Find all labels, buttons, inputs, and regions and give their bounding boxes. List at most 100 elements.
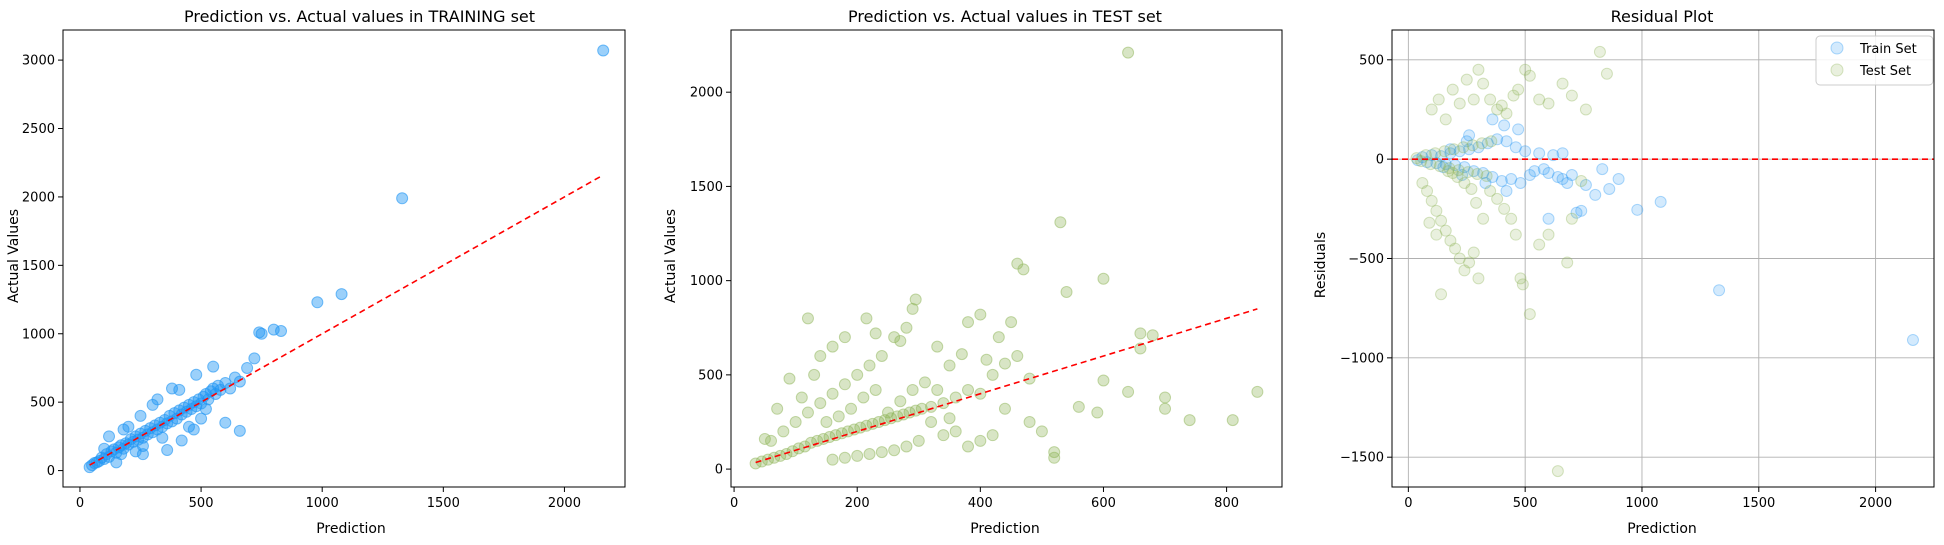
data-point [1410,152,1423,165]
data-point [136,439,149,452]
data-point [1542,167,1555,180]
data-point [962,316,975,329]
data-point [974,308,987,321]
data-point [801,312,814,325]
data-point [1005,316,1018,329]
y-tick-label: 1000 [22,327,55,342]
data-point [1596,163,1609,176]
data-point [396,192,409,205]
y-tick-label: 500 [30,396,55,411]
chart-test-panel: Prediction vs. Actual values in TEST set… [663,7,1283,537]
y-axis-label: Actual Values [6,209,22,303]
data-point [832,410,845,423]
data-point [1430,228,1443,241]
data-point [900,440,913,453]
data-point [851,368,864,381]
data-point [1556,77,1569,90]
data-point [1435,288,1448,301]
data-point [122,420,135,433]
chart-training-panel: Prediction vs. Actual values in TRAINING… [6,7,626,537]
data-point [1593,45,1606,58]
data-point [931,340,944,353]
data-point [1495,99,1508,112]
x-axis-label: Prediction [970,521,1040,537]
x-tick-label: 400 [968,496,993,511]
data-point [1035,425,1048,438]
data-point [1512,123,1525,136]
data-point [906,383,919,396]
data-point [1423,216,1436,229]
data-point [134,409,147,422]
data-point [1542,212,1555,225]
data-point [869,383,882,396]
legend-label-test: Test Set [1859,64,1911,79]
x-tick-label: 600 [1091,496,1116,511]
data-point [1603,182,1616,195]
data-point [962,440,975,453]
data-point [1547,149,1560,162]
data-point [1097,272,1110,285]
data-point [182,420,195,433]
data-point [801,406,814,419]
data-point [207,360,220,373]
data-point [900,321,913,334]
data-point [1498,202,1511,215]
x-tick-label: 2000 [1859,496,1892,511]
y-axis-label: Residuals [1313,232,1329,298]
x-tick-label: 0 [730,496,738,511]
data-point [1467,165,1480,178]
data-point [1477,167,1490,180]
data-point [1467,93,1480,106]
y-tick-label: 3000 [22,54,55,69]
data-point [166,382,179,395]
data-point [1523,69,1536,82]
data-point [814,350,827,363]
x-axis-label: Prediction [1627,521,1697,537]
data-point [863,359,876,372]
data-point [1419,149,1432,162]
y-tick-label: −1000 [1340,351,1384,366]
data-point [888,331,901,344]
data-point [1491,133,1504,146]
data-point [1060,285,1073,298]
data-point [115,448,128,461]
data-point [1011,350,1024,363]
residual-plot-area: 0 500 1000 1500 2000 −1500 −1000 −500 0 500 [1340,29,1935,511]
data-point [1453,97,1466,110]
data-point [275,325,288,338]
data-point [1565,212,1578,225]
data-point [1486,113,1499,126]
data-point [851,449,864,462]
data-point [1631,203,1644,216]
data-point [925,415,938,428]
data-point [943,359,956,372]
data-point [1533,93,1546,106]
data-point [1430,157,1443,170]
y-tick-label: 1000 [690,274,723,289]
y-tick-label: 500 [698,368,723,383]
data-point [1466,139,1479,152]
y-tick-label: −500 [1348,252,1384,267]
data-point [1565,89,1578,102]
legend-marker-train [1830,41,1844,55]
data-point [1480,170,1493,183]
y-tick-label: 2000 [690,86,723,101]
data-point [1461,166,1474,179]
y-tick-label: −1500 [1340,451,1384,466]
data-point [1433,160,1446,173]
data-point [863,448,876,461]
data-point [1556,147,1569,160]
y-tick-label: 2000 [22,190,55,205]
data-point [826,340,839,353]
data-point [1519,63,1532,76]
data-point [1505,173,1518,186]
data-point [925,400,938,413]
data-point [1443,162,1456,175]
data-point [931,383,944,396]
data-point [173,383,186,396]
data-point [771,402,784,415]
data-point [1500,184,1513,197]
data-point [597,44,610,57]
